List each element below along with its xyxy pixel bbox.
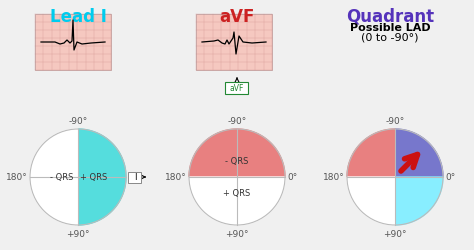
Polygon shape (347, 130, 395, 177)
Text: - QRS: - QRS (225, 157, 249, 166)
Text: Lead I: Lead I (50, 8, 107, 26)
Bar (35, 15, 111, 71)
Polygon shape (189, 130, 285, 177)
Text: + QRS: + QRS (81, 173, 108, 182)
FancyBboxPatch shape (226, 82, 248, 94)
Polygon shape (395, 130, 443, 177)
Polygon shape (78, 130, 126, 225)
Polygon shape (347, 177, 395, 225)
Polygon shape (395, 177, 443, 225)
Text: +90°: +90° (383, 229, 407, 238)
Text: -90°: -90° (68, 116, 88, 126)
Polygon shape (30, 130, 78, 225)
Text: 0°: 0° (128, 173, 138, 182)
Text: 180°: 180° (6, 173, 28, 182)
Text: I: I (134, 173, 136, 182)
Text: aVF: aVF (219, 8, 255, 26)
Text: Quadrant: Quadrant (346, 8, 434, 26)
Text: 180°: 180° (165, 173, 187, 182)
Text: - QRS: - QRS (50, 173, 73, 182)
FancyBboxPatch shape (128, 172, 142, 183)
Text: (0 to -90°): (0 to -90°) (361, 33, 419, 43)
Text: Possible LAD: Possible LAD (350, 23, 430, 33)
Text: 0°: 0° (287, 173, 297, 182)
Text: aVF: aVF (230, 84, 244, 93)
Text: 0°: 0° (445, 173, 455, 182)
Text: + QRS: + QRS (223, 189, 251, 198)
Text: -90°: -90° (385, 116, 405, 126)
Text: +90°: +90° (66, 229, 90, 238)
Bar (196, 15, 272, 71)
Text: +90°: +90° (225, 229, 249, 238)
Text: 180°: 180° (323, 173, 345, 182)
Polygon shape (189, 177, 285, 225)
Text: -90°: -90° (228, 116, 246, 126)
